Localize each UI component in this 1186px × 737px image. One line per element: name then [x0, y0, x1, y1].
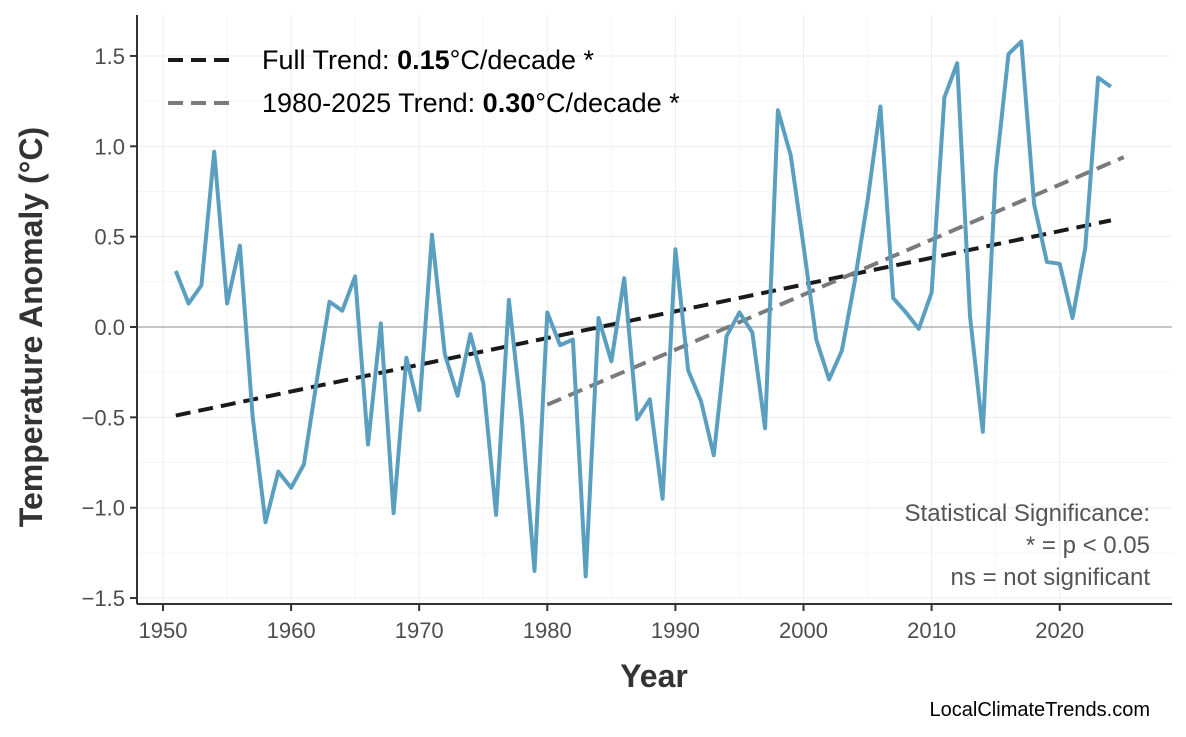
x-tick-label: 2010: [907, 618, 956, 643]
source-credit: LocalClimateTrends.com: [930, 699, 1150, 721]
axes: [136, 15, 1172, 605]
y-tick-label: −1.5: [82, 586, 125, 611]
y-tick-label: 1.5: [94, 44, 125, 69]
y-ticks: −1.5 −1.0 −0.5 0.0 0.5 1.0 1.5: [82, 44, 137, 611]
x-ticks: 1950 1960 1970 1980 1990 2000 2010 2020: [139, 604, 1084, 643]
legend-label-1980-trend: 1980-2025 Trend: 0.30°C/decade *: [262, 88, 680, 118]
note-line: * = p < 0.05: [1026, 532, 1150, 559]
full-trend-line: [175, 218, 1112, 418]
y-tick-label: 0.5: [94, 225, 125, 250]
x-tick-label: 1980: [523, 618, 572, 643]
y-tick-label: 1.0: [94, 134, 125, 159]
x-tick-label: 1960: [267, 618, 316, 643]
y-tick-label: −0.5: [82, 405, 125, 430]
note-line: Statistical Significance:: [905, 500, 1150, 527]
y-tick-label: −1.0: [82, 496, 125, 521]
x-tick-label: 2020: [1035, 618, 1084, 643]
x-tick-label: 1950: [139, 618, 188, 643]
y-axis-title: Temperature Anomaly (°C): [13, 127, 49, 527]
x-tick-label: 1990: [651, 618, 700, 643]
x-tick-label: 2000: [779, 618, 828, 643]
x-tick-label: 1970: [395, 618, 444, 643]
significance-note: Statistical Significance: * = p < 0.05 n…: [905, 500, 1151, 591]
temperature-anomaly-line: [173, 39, 1113, 579]
legend-label-full-trend: Full Trend: 0.15°C/decade *: [262, 45, 595, 75]
x-axis-title: Year: [620, 658, 688, 694]
recent-trend-line: [546, 155, 1125, 407]
note-line: ns = not significant: [951, 564, 1151, 591]
trend-lines: [175, 155, 1125, 418]
legend: Full Trend: 0.15°C/decade * 1980-2025 Tr…: [168, 45, 680, 118]
y-tick-label: 0.0: [94, 315, 125, 340]
